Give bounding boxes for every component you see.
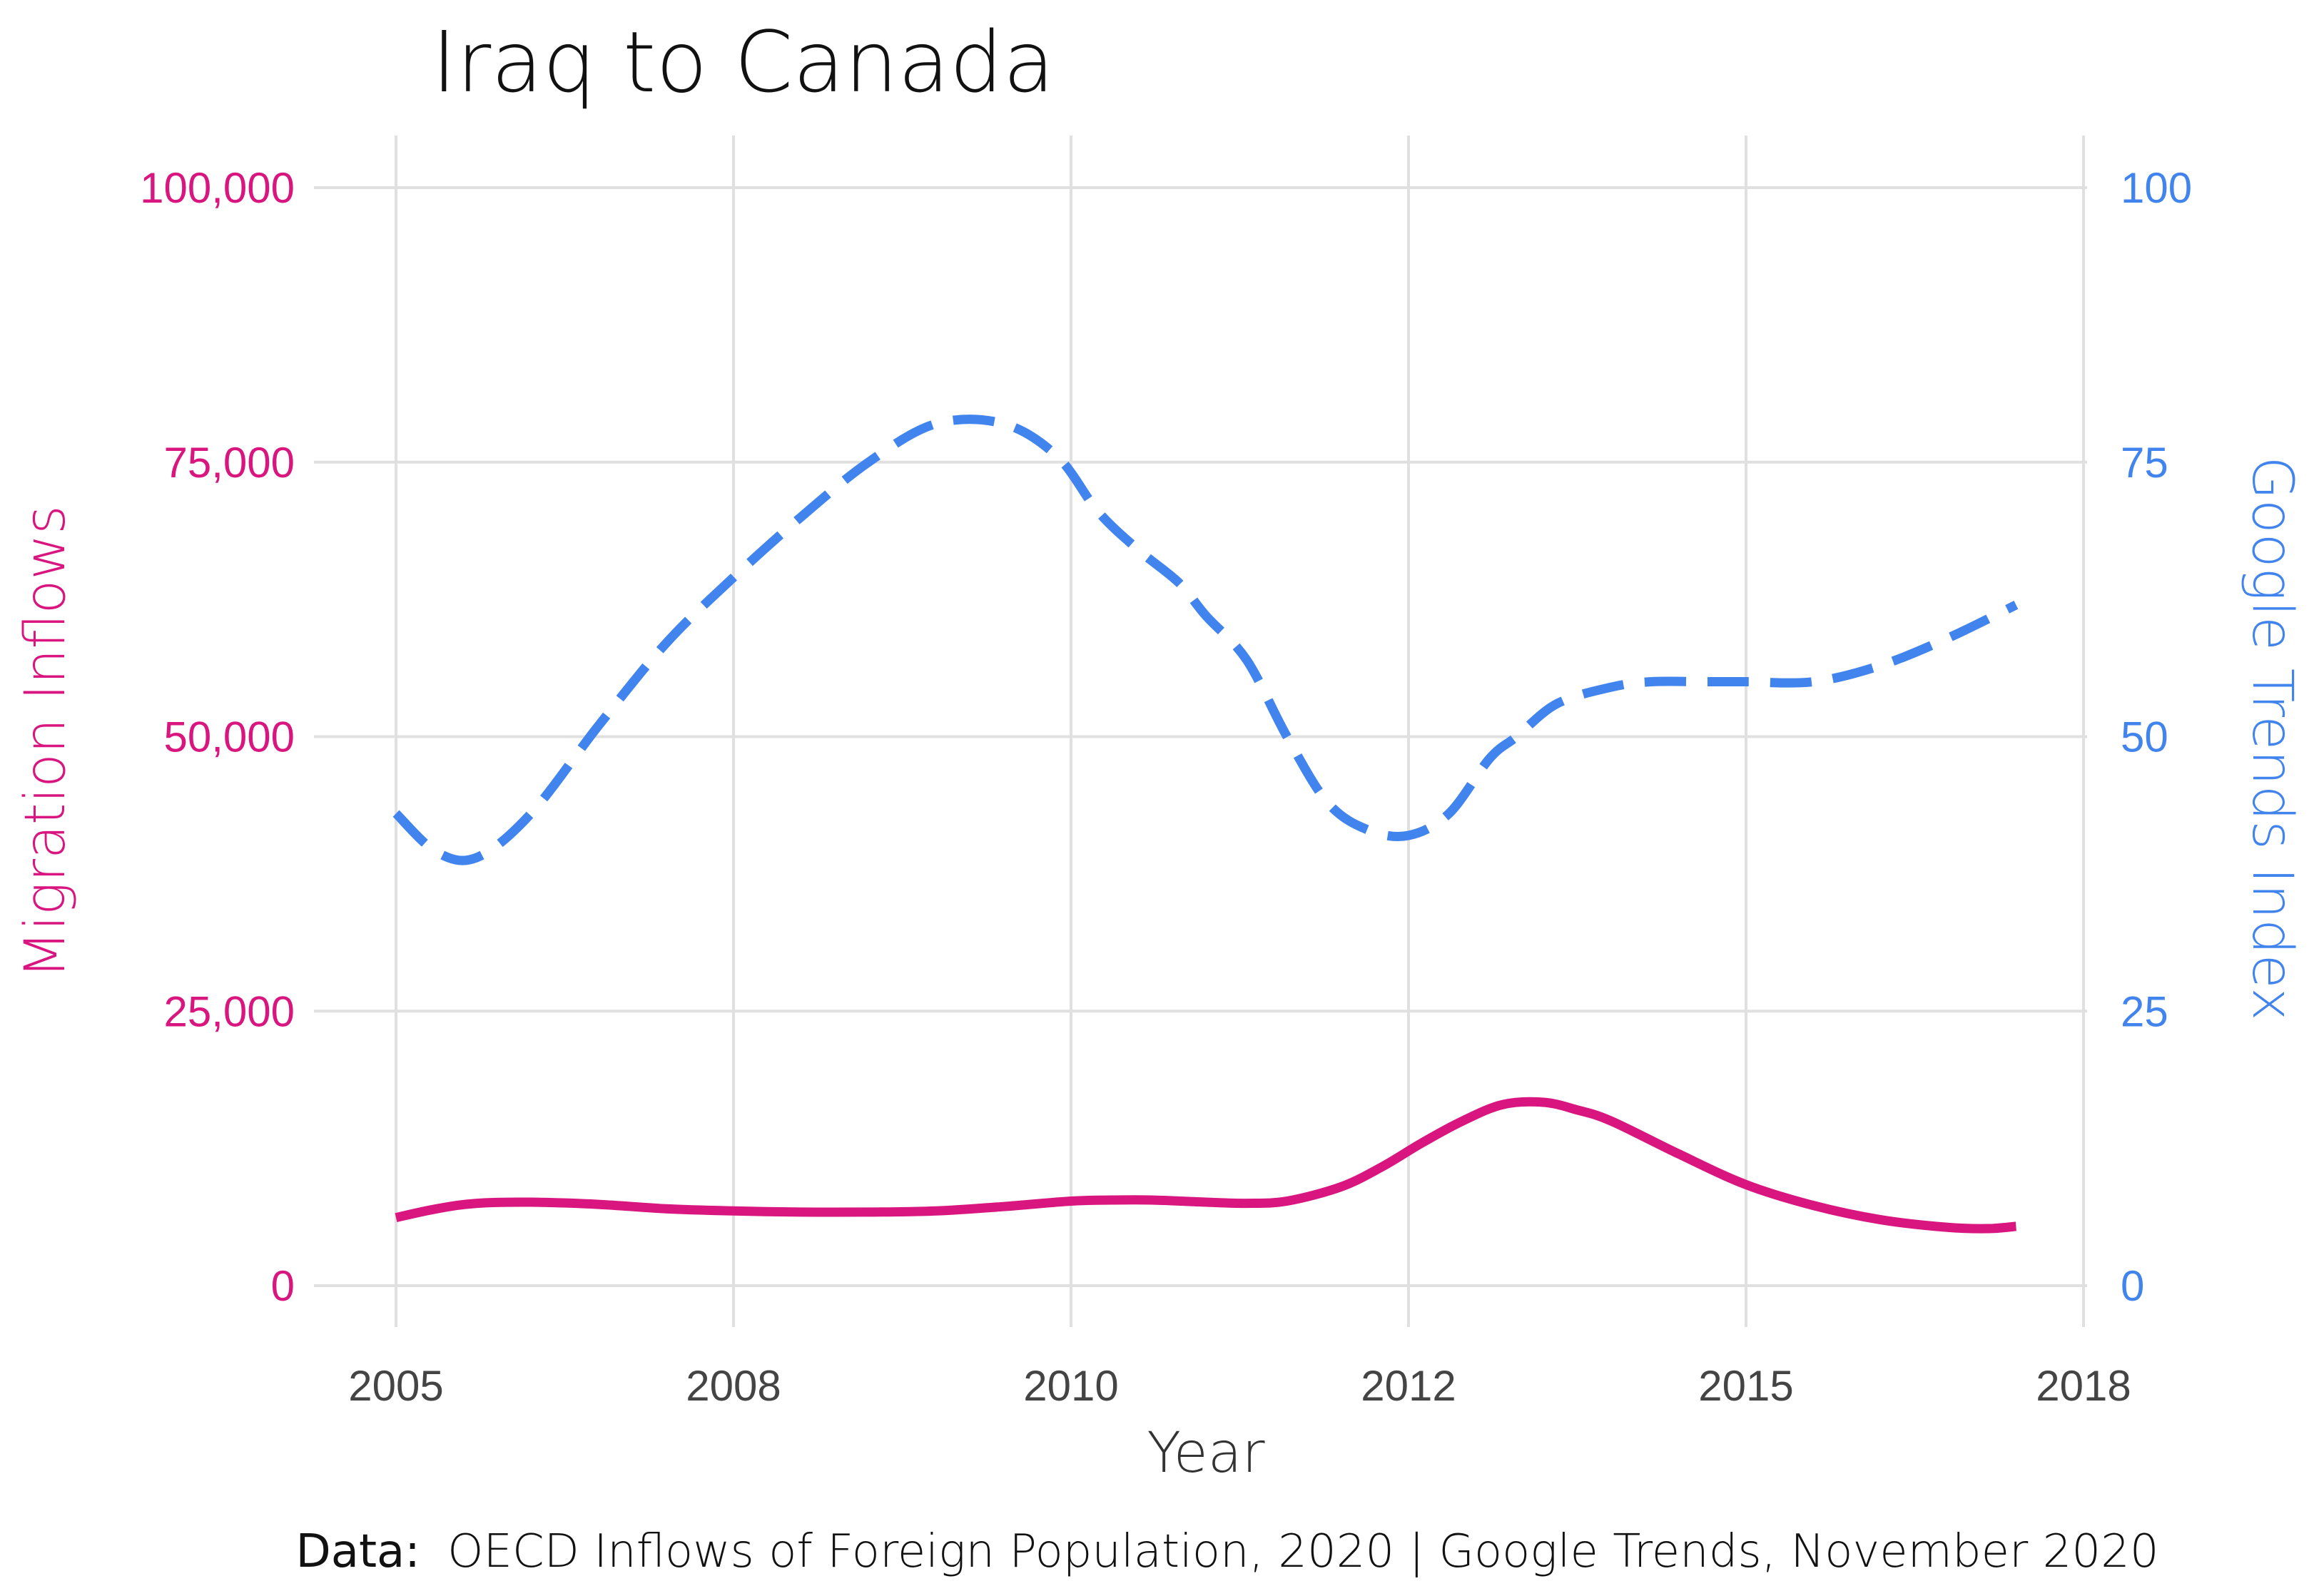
- left-tick-label: 50,000: [163, 713, 295, 761]
- right-axis-title: Google Trends Index: [2240, 457, 2304, 1021]
- left-tick-label: 25,000: [163, 987, 295, 1035]
- gridlines: [314, 136, 2087, 1327]
- right-axis-ticks: 0 25 50 75 100: [2121, 164, 2192, 1310]
- migration-inflows-line: [395, 1097, 2016, 1234]
- x-tick-label: 2008: [686, 1362, 781, 1410]
- caption: Data: OECD Inflows of Foreign Population…: [295, 1525, 2158, 1578]
- right-tick-label: 25: [2121, 987, 2168, 1035]
- left-axis-title: Migration Inflows: [14, 505, 78, 979]
- left-tick-label: 0: [271, 1262, 295, 1310]
- left-tick-label: 75,000: [163, 439, 295, 487]
- chart-title: Iraq to Canada: [432, 13, 1055, 111]
- right-tick-label: 0: [2121, 1262, 2144, 1310]
- caption-text: OECD Inflows of Foreign Population, 2020…: [447, 1525, 2158, 1578]
- x-tick-label: 2005: [348, 1362, 443, 1410]
- caption-label: Data:: [295, 1525, 420, 1578]
- x-tick-label: 2010: [1023, 1362, 1118, 1410]
- x-tick-label: 2012: [1361, 1362, 1456, 1410]
- google-trends-line: [392, 415, 2019, 865]
- x-tick-label: 2015: [1698, 1362, 1793, 1410]
- right-tick-label: 50: [2121, 713, 2168, 761]
- series-layer: [392, 415, 2019, 1234]
- x-axis-title: Year: [1147, 1421, 1264, 1485]
- left-tick-label: 100,000: [140, 164, 295, 212]
- right-tick-label: 75: [2121, 439, 2168, 487]
- x-axis-ticks: 2005 2008 2010 2012 2015 2018: [348, 1362, 2131, 1410]
- left-axis-ticks: 0 25,000 50,000 75,000 100,000: [140, 164, 295, 1310]
- right-tick-label: 100: [2121, 164, 2192, 212]
- x-tick-label: 2018: [2036, 1362, 2131, 1410]
